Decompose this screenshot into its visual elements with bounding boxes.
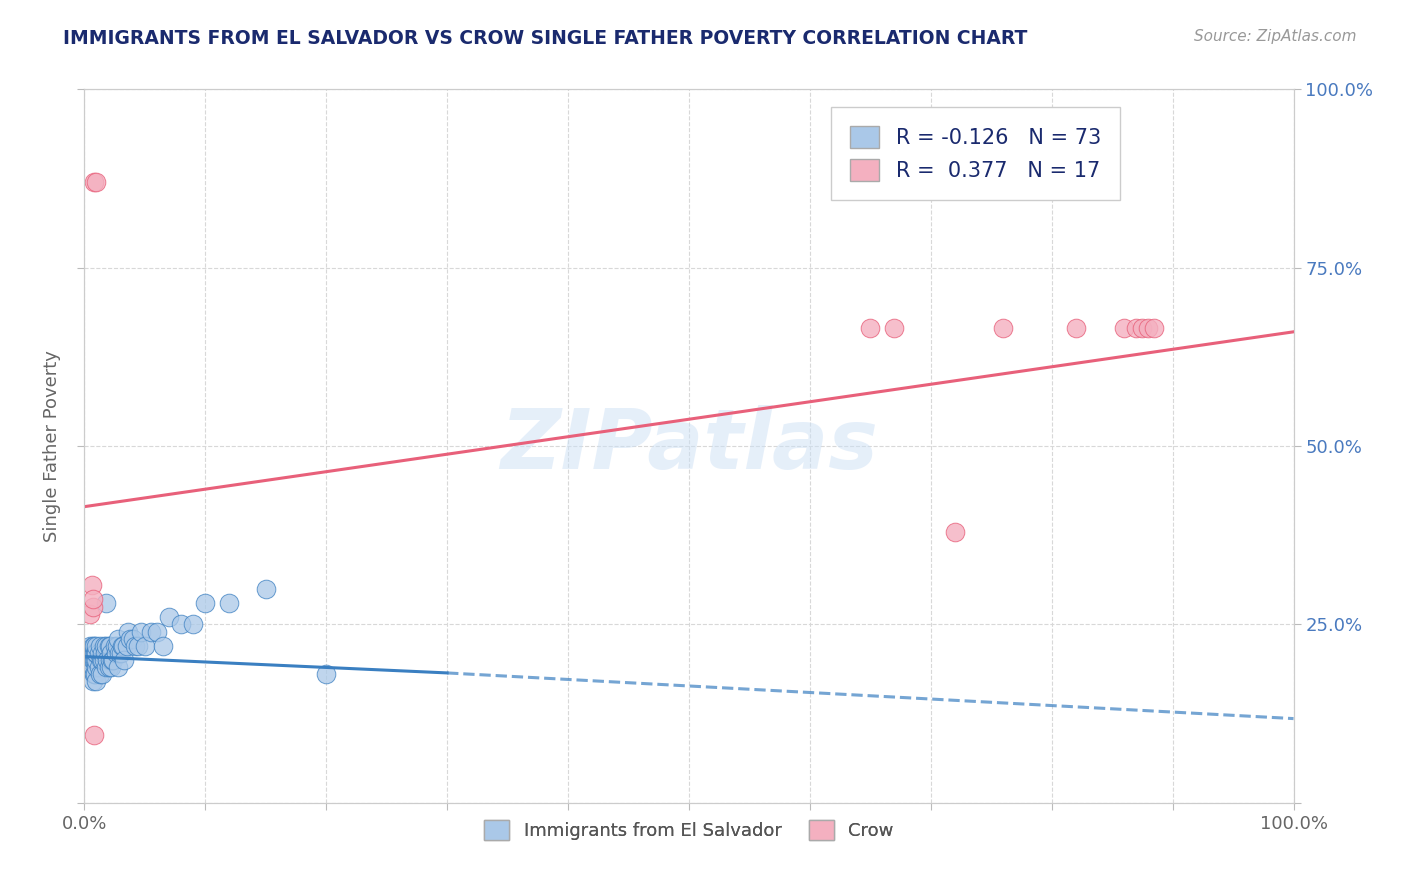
Point xyxy=(86,646,108,660)
Point xyxy=(97,660,120,674)
Point xyxy=(993,321,1015,335)
Point xyxy=(94,596,117,610)
Point xyxy=(82,674,104,689)
Text: Source: ZipAtlas.com: Source: ZipAtlas.com xyxy=(1194,29,1357,45)
Point xyxy=(218,596,240,610)
Point xyxy=(79,660,101,674)
Point xyxy=(108,646,131,660)
Point xyxy=(91,653,114,667)
Point xyxy=(80,578,103,592)
Point xyxy=(84,667,107,681)
Point xyxy=(83,653,105,667)
Point xyxy=(134,639,156,653)
Point xyxy=(87,646,110,660)
Point xyxy=(79,646,101,660)
Point xyxy=(82,646,104,660)
Point xyxy=(86,639,108,653)
Point xyxy=(115,639,138,653)
Point xyxy=(82,660,104,674)
Point xyxy=(83,175,105,189)
Point xyxy=(83,639,105,653)
Point xyxy=(1114,321,1136,335)
Point xyxy=(1143,321,1166,335)
Point xyxy=(1137,321,1160,335)
Y-axis label: Single Father Poverty: Single Father Poverty xyxy=(44,350,62,542)
Point xyxy=(93,639,115,653)
Point xyxy=(254,582,277,596)
Point xyxy=(90,653,112,667)
Point xyxy=(82,653,104,667)
Point xyxy=(152,639,174,653)
Point xyxy=(107,660,129,674)
Point xyxy=(100,660,122,674)
Point xyxy=(139,624,162,639)
Point xyxy=(84,646,107,660)
Point xyxy=(87,660,110,674)
Point xyxy=(104,646,127,660)
Point xyxy=(94,646,117,660)
Point xyxy=(170,617,193,632)
Point xyxy=(83,667,105,681)
Point xyxy=(1132,321,1154,335)
Point xyxy=(93,653,115,667)
Point xyxy=(103,653,125,667)
Point xyxy=(94,639,117,653)
Point xyxy=(94,660,117,674)
Legend: Immigrants from El Salvador, Crow: Immigrants from El Salvador, Crow xyxy=(477,813,901,847)
Point xyxy=(129,624,152,639)
Point xyxy=(86,646,108,660)
Point xyxy=(79,653,101,667)
Text: IMMIGRANTS FROM EL SALVADOR VS CROW SINGLE FATHER POVERTY CORRELATION CHART: IMMIGRANTS FROM EL SALVADOR VS CROW SING… xyxy=(63,29,1028,48)
Point xyxy=(112,653,135,667)
Point xyxy=(121,632,143,646)
Point xyxy=(111,639,134,653)
Point xyxy=(82,599,104,614)
Point xyxy=(91,646,114,660)
Point xyxy=(1125,321,1147,335)
Point xyxy=(194,596,217,610)
Point xyxy=(84,653,107,667)
Point xyxy=(181,617,204,632)
Point xyxy=(79,607,101,621)
Point xyxy=(943,524,966,539)
Point xyxy=(859,321,882,335)
Point xyxy=(110,646,132,660)
Point xyxy=(98,639,121,653)
Point xyxy=(86,674,108,689)
Point xyxy=(82,639,104,653)
Point xyxy=(112,639,135,653)
Point xyxy=(83,646,105,660)
Point xyxy=(91,667,114,681)
Point xyxy=(107,632,129,646)
Point xyxy=(146,624,169,639)
Point xyxy=(86,175,108,189)
Point xyxy=(89,639,111,653)
Point xyxy=(98,653,121,667)
Point xyxy=(96,653,118,667)
Point xyxy=(97,639,120,653)
Point xyxy=(104,639,127,653)
Point xyxy=(117,624,139,639)
Point xyxy=(1064,321,1087,335)
Point xyxy=(883,321,905,335)
Point xyxy=(100,646,122,660)
Point xyxy=(157,610,180,624)
Text: ZIPatlas: ZIPatlas xyxy=(501,406,877,486)
Point xyxy=(83,728,105,742)
Point xyxy=(86,653,108,667)
Point xyxy=(315,667,337,681)
Point xyxy=(120,632,142,646)
Point xyxy=(101,653,124,667)
Point xyxy=(105,639,128,653)
Point xyxy=(86,660,108,674)
Point xyxy=(124,639,146,653)
Point xyxy=(82,592,104,607)
Point xyxy=(127,639,149,653)
Point xyxy=(79,639,101,653)
Point xyxy=(89,667,111,681)
